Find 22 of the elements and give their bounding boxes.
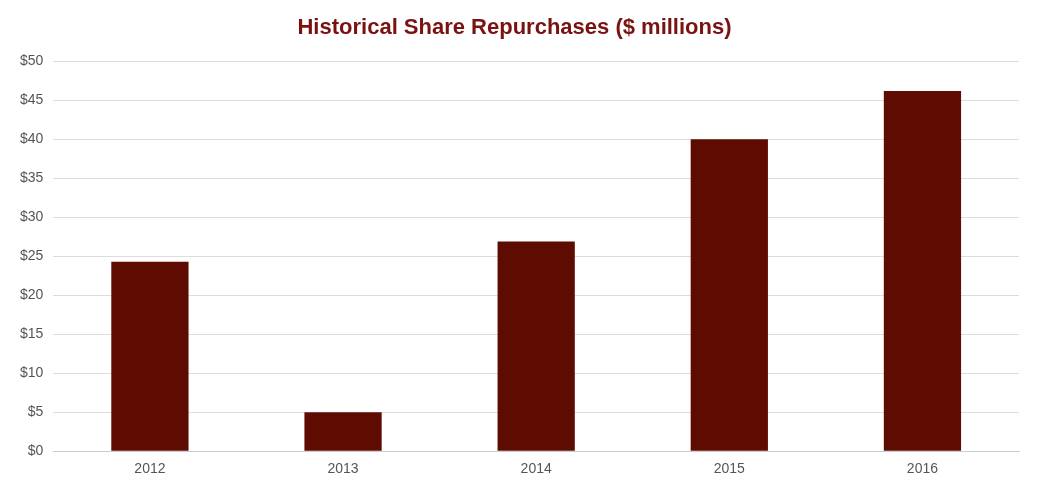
y-tick-label: $5: [27, 403, 44, 420]
x-tick-label: 2012: [134, 460, 166, 477]
y-tick-label: $50: [20, 52, 44, 69]
bar: [111, 261, 189, 451]
x-tick-label: 2014: [520, 460, 552, 477]
bar: [883, 91, 962, 451]
y-tick-label: $35: [20, 169, 44, 186]
y-tick-label: $45: [20, 91, 44, 108]
bar: [690, 139, 768, 451]
x-tick-label: 2016: [906, 460, 939, 477]
bar: [497, 241, 575, 451]
y-tick-label: $20: [20, 286, 44, 303]
y-tick-label: $40: [20, 130, 44, 147]
y-tick-label: $25: [20, 247, 44, 264]
y-tick-label: $10: [20, 364, 44, 381]
y-tick-label: $30: [20, 208, 44, 225]
y-tick-label: $0: [27, 442, 44, 459]
chart-title: Historical Share Repurchases ($ millions): [297, 14, 732, 40]
x-tick-label: 2013: [327, 460, 359, 477]
bar: [304, 412, 382, 451]
x-tick-label: 2015: [713, 460, 746, 477]
y-tick-label: $15: [20, 325, 44, 342]
